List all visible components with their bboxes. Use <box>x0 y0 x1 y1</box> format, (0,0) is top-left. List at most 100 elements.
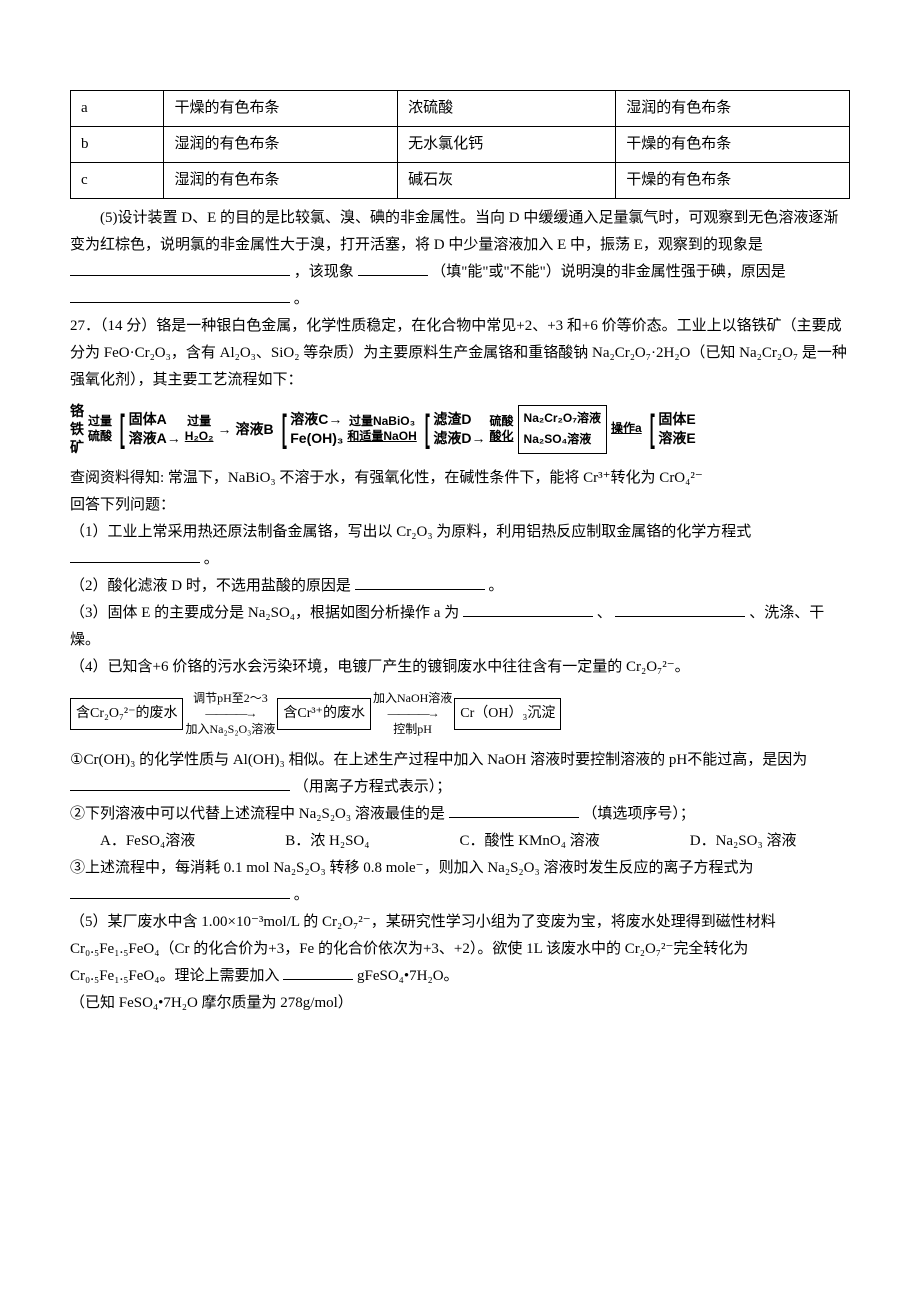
question-27-4: （4）已知含+6 价铬的污水会污染环境，电镀厂产生的镀铜废水中往往含有一定量的 … <box>70 654 850 681</box>
fill-blank[interactable] <box>358 260 428 276</box>
label: 控制pH <box>393 722 432 738</box>
text: 。 <box>488 578 503 594</box>
text: ③上述流程中，每消耗 0.1 mol Na₂S₂O₃ 转移 0.8 mole⁻，… <box>70 860 753 876</box>
label: 铬 <box>70 402 84 420</box>
label: 固体A <box>129 410 181 430</box>
label: 溶液A <box>129 430 167 446</box>
question-27-head: 27．（14 分）铬是一种银白色金属，化学性质稳定，在化合物中常见+2、+3 和… <box>70 313 850 394</box>
table-row: c 湿润的有色布条 碱石灰 干燥的有色布条 <box>71 163 850 199</box>
text: (5)设计装置 D、E 的目的是比较氯、溴、碘的非金属性。当向 D 中缓缓通入足… <box>70 210 838 253</box>
cell: c <box>71 163 164 199</box>
option-d: D．Na₂SO₃ 溶液 <box>660 828 797 855</box>
answer-intro: 回答下列问题： <box>70 492 850 519</box>
text: （填选项序号）； <box>582 806 695 822</box>
cell: 湿润的有色布条 <box>164 127 398 163</box>
text: （3）固体 E 的主要成分是 Na₂SO₄，根据如图分析操作 a 为 <box>70 605 459 621</box>
brace-group: [ 滤渣D 滤液D→ <box>421 410 486 449</box>
table-row: b 湿润的有色布条 无水氯化钙 干燥的有色布条 <box>71 127 850 163</box>
fill-blank[interactable] <box>463 601 593 617</box>
fill-blank[interactable] <box>70 883 290 899</box>
cell: 浓硫酸 <box>398 91 616 127</box>
fill-blank[interactable] <box>615 601 745 617</box>
label: 加入Na₂S₂O₃溶液 <box>185 722 275 738</box>
cell: 无水氯化钙 <box>398 127 616 163</box>
label: 滤渣D <box>433 410 485 430</box>
label: H₂O₂ <box>185 429 214 445</box>
text: （用离子方程式表示）； <box>294 779 452 795</box>
brace-group: [ 固体E 溶液E <box>646 410 696 449</box>
text: （2）酸化滤液 D 时，不选用盐酸的原因是 <box>70 578 351 594</box>
process-flow-1: 铬 铁 矿 过量 硫酸 [ 固体A 溶液A→ 过量 H₂O₂ → 溶液B [ 溶… <box>70 402 850 457</box>
brace-group: [ 溶液C→ Fe(OH)₃ <box>278 410 344 449</box>
flow-start: 铬 铁 矿 <box>70 402 84 457</box>
label: 铁 <box>70 420 84 438</box>
fill-blank[interactable] <box>70 547 200 563</box>
fill-blank[interactable] <box>70 260 290 276</box>
flow-arrow: 加入NaOH溶液 ————→ 控制pH <box>373 691 452 738</box>
label: 调节pH至2～3 <box>193 691 268 707</box>
question-27-4-2: ②下列溶液中可以代替上述流程中 Na₂S₂O₃ 溶液最佳的是 （填选项序号）； <box>70 801 850 828</box>
label: 溶液B <box>235 417 273 442</box>
text: gFeSO₄•7H₂O。 <box>357 968 459 984</box>
cell: 干燥的有色布条 <box>616 163 850 199</box>
text: 。 <box>204 551 219 567</box>
label: 溶液E <box>658 429 695 449</box>
question-27-4-1: ①Cr(OH)₃ 的化学性质与 Al(OH)₃ 相似。在上述生产过程中加入 Na… <box>70 747 850 801</box>
data-table: a 干燥的有色布条 浓硫酸 湿润的有色布条 b 湿润的有色布条 无水氯化钙 干燥… <box>70 90 850 199</box>
brace-group: [ 固体A 溶液A→ <box>116 410 181 449</box>
cell: 湿润的有色布条 <box>164 163 398 199</box>
fill-blank[interactable] <box>70 775 290 791</box>
cell: 碱石灰 <box>398 163 616 199</box>
label: 操作a <box>611 418 642 440</box>
cell: b <box>71 127 164 163</box>
label: 过量 <box>187 414 211 430</box>
label: 硫酸 <box>490 414 514 430</box>
cell: 干燥的有色布条 <box>616 127 850 163</box>
fill-blank[interactable] <box>70 287 290 303</box>
question-27-3: （3）固体 E 的主要成分是 Na₂SO₄，根据如图分析操作 a 为 、 、洗涤… <box>70 600 850 654</box>
text: ，该现象 <box>294 264 354 280</box>
flow-step: 过量NaBiO₃ 和适量NaOH <box>347 414 416 445</box>
text: ②下列溶液中可以代替上述流程中 Na₂S₂O₃ 溶液最佳的是 <box>70 806 445 822</box>
label: 矿 <box>70 438 84 456</box>
process-flow-2: 含Cr₂O₇²⁻的废水 调节pH至2～3 ————→ 加入Na₂S₂O₃溶液 含… <box>70 691 850 738</box>
cell: a <box>71 91 164 127</box>
question-27-5: （5）某厂废水中含 1.00×10⁻³mol/L 的 Cr₂O₇²⁻，某研究性学… <box>70 909 850 990</box>
flow-box: Cr（OH）₃沉淀 <box>454 698 561 729</box>
label: 过量NaBiO₃ <box>349 414 415 430</box>
option-c: C．酸性 KMnO₄ 溶液 <box>429 828 599 855</box>
label: 过量 <box>88 414 112 430</box>
question-27-1: （1）工业上常采用热还原法制备金属铬，写出以 Cr₂O₃ 为原料，利用铝热反应制… <box>70 519 850 573</box>
label: 加入NaOH溶液 <box>373 691 452 707</box>
text: （填"能"或"不能"）说明溴的非金属性强于碘，原因是 <box>431 264 786 280</box>
flow-box: 含Cr₂O₇²⁻的废水 <box>70 698 183 729</box>
cell: 湿润的有色布条 <box>616 91 850 127</box>
cell: 干燥的有色布条 <box>164 91 398 127</box>
fill-blank[interactable] <box>283 964 353 980</box>
fill-blank[interactable] <box>449 802 579 818</box>
question-27-4-3: ③上述流程中，每消耗 0.1 mol Na₂S₂O₃ 转移 0.8 mole⁻，… <box>70 855 850 909</box>
text: 、 <box>597 605 612 621</box>
label: 硫酸 <box>88 429 112 445</box>
text: 。 <box>294 887 309 903</box>
reference-note: 查阅资料得知: 常温下，NaBiO₃ 不溶于水，有强氧化性，在碱性条件下，能将 … <box>70 465 850 492</box>
text: （1）工业上常采用热还原法制备金属铬，写出以 Cr₂O₃ 为原料，利用铝热反应制… <box>70 524 751 540</box>
label: Fe(OH)₃ <box>290 429 343 449</box>
label: 酸化 <box>490 429 514 445</box>
flow-box: 含Cr³⁺的废水 <box>277 698 371 729</box>
label: 固体E <box>658 410 695 430</box>
flow-step: 过量 硫酸 <box>88 414 112 445</box>
label: 和适量NaOH <box>347 429 416 445</box>
option-b: B．浓 H₂SO₄ <box>255 828 369 855</box>
option-a: A．FeSO₄溶液 <box>70 828 195 855</box>
fill-blank[interactable] <box>355 574 485 590</box>
text: ①Cr(OH)₃ 的化学性质与 Al(OH)₃ 相似。在上述生产过程中加入 Na… <box>70 752 807 768</box>
options-row: A．FeSO₄溶液 B．浓 H₂SO₄ C．酸性 KMnO₄ 溶液 D．Na₂S… <box>70 828 850 855</box>
flow-arrow: 调节pH至2～3 ————→ 加入Na₂S₂O₃溶液 <box>185 691 275 738</box>
question-27-5-note: （已知 FeSO₄•7H₂O 摩尔质量为 278g/mol） <box>70 990 850 1017</box>
table-row: a 干燥的有色布条 浓硫酸 湿润的有色布条 <box>71 91 850 127</box>
label: Na₂SO₄溶液 <box>524 429 601 451</box>
label: 滤液D <box>433 430 471 446</box>
flow-step: 过量 H₂O₂ <box>185 414 214 445</box>
label: Na₂Cr₂O₇溶液 <box>524 408 601 430</box>
